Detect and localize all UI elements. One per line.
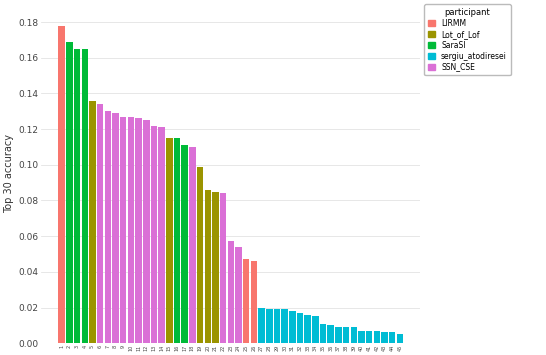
Bar bbox=[151, 126, 157, 343]
Bar bbox=[58, 26, 65, 343]
Bar bbox=[381, 333, 388, 343]
Bar bbox=[120, 116, 127, 343]
Bar bbox=[335, 327, 342, 343]
Bar bbox=[373, 331, 380, 343]
Bar bbox=[235, 247, 242, 343]
Bar bbox=[174, 138, 180, 343]
Bar bbox=[181, 145, 188, 343]
Bar bbox=[112, 113, 119, 343]
Legend: LIRMM, Lot_of_Lof, SaraSI, sergiu_atodiresei, SSN_CSE: LIRMM, Lot_of_Lof, SaraSI, sergiu_atodir… bbox=[424, 4, 511, 75]
Bar bbox=[305, 315, 311, 343]
Bar bbox=[205, 190, 211, 343]
Bar bbox=[105, 111, 111, 343]
Bar bbox=[189, 147, 195, 343]
Bar bbox=[66, 42, 73, 343]
Bar bbox=[358, 331, 365, 343]
Bar bbox=[97, 104, 103, 343]
Bar bbox=[89, 100, 96, 343]
Y-axis label: Top 30 accuracy: Top 30 accuracy bbox=[4, 134, 14, 213]
Bar bbox=[143, 120, 150, 343]
Bar bbox=[289, 311, 295, 343]
Bar bbox=[312, 316, 319, 343]
Bar bbox=[212, 192, 219, 343]
Bar bbox=[296, 313, 303, 343]
Bar bbox=[74, 49, 80, 343]
Bar bbox=[281, 309, 288, 343]
Bar bbox=[343, 327, 349, 343]
Bar bbox=[197, 166, 203, 343]
Bar bbox=[128, 116, 134, 343]
Bar bbox=[258, 307, 265, 343]
Bar bbox=[135, 118, 142, 343]
Bar bbox=[243, 260, 250, 343]
Bar bbox=[251, 261, 257, 343]
Bar bbox=[81, 49, 88, 343]
Bar bbox=[396, 334, 403, 343]
Bar bbox=[228, 241, 234, 343]
Bar bbox=[320, 323, 327, 343]
Bar bbox=[351, 327, 357, 343]
Bar bbox=[389, 333, 395, 343]
Bar bbox=[158, 127, 165, 343]
Bar bbox=[328, 325, 334, 343]
Bar bbox=[266, 309, 272, 343]
Bar bbox=[366, 331, 372, 343]
Bar bbox=[220, 193, 227, 343]
Bar bbox=[274, 309, 280, 343]
Bar bbox=[166, 138, 173, 343]
